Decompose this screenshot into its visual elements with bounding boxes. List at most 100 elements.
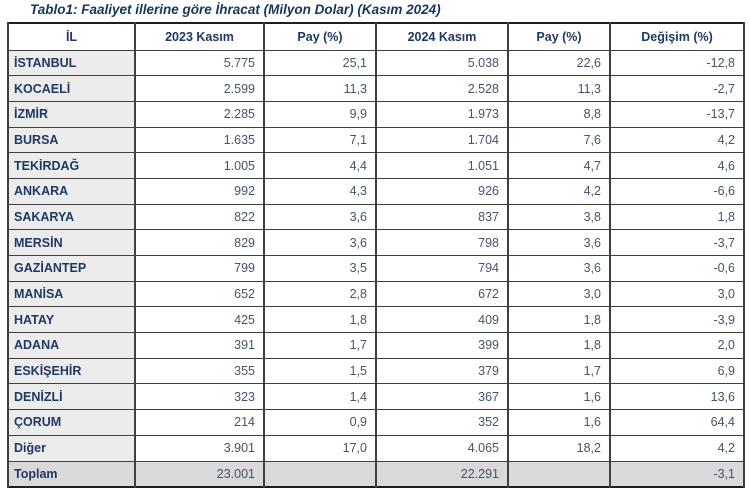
value-cell: 794 [375, 255, 509, 282]
table-row: GAZİANTEP 799 3,5 794 3,6 -0,6 [7, 255, 745, 282]
province-cell: SAKARYA [7, 203, 136, 231]
value-cell: 652 [134, 280, 265, 308]
value-cell: 4,4 [263, 152, 377, 179]
value-cell: 18,2 [507, 434, 611, 462]
header-2024-kasim: 2024 Kasım [375, 22, 509, 51]
value-cell: 391 [134, 332, 265, 359]
value-cell: 214 [134, 409, 265, 436]
value-cell: -3,7 [609, 229, 745, 256]
value-cell: 1,8 [507, 306, 611, 334]
value-cell: 367 [375, 383, 509, 411]
value-cell: 17,0 [263, 434, 377, 462]
total-row: Toplam 23.001 22.291 -3,1 [7, 460, 745, 488]
value-cell: 409 [375, 306, 509, 334]
value-cell: 1.704 [375, 126, 509, 154]
header-pay-2023: Pay (%) [263, 22, 377, 51]
value-cell: 926 [375, 177, 509, 205]
table-title: Tablo1: Faaliyet illerine göre İhracat (… [30, 2, 441, 17]
value-cell: 23.001 [134, 460, 265, 488]
province-cell: Diğer [7, 434, 136, 462]
value-cell: 2.599 [134, 75, 265, 102]
value-cell: -3,1 [609, 460, 745, 488]
province-cell: GAZİANTEP [7, 255, 136, 282]
value-cell: 992 [134, 177, 265, 205]
table-row: İZMİR 2.285 9,9 1.973 8,8 -13,7 [7, 100, 745, 128]
value-cell: 3,6 [507, 229, 611, 256]
value-cell: 2.285 [134, 100, 265, 128]
value-cell: 4,6 [609, 152, 745, 179]
value-cell: 3,6 [263, 203, 377, 231]
value-cell: 7,1 [263, 126, 377, 154]
value-cell: 4,2 [609, 126, 745, 154]
header-degisim: Değişim (%) [609, 22, 745, 51]
value-cell: 3,6 [263, 229, 377, 256]
value-cell: 0,9 [263, 409, 377, 436]
total-label-cell: Toplam [7, 460, 136, 488]
value-cell: 1,8 [263, 306, 377, 334]
value-cell: -12,8 [609, 49, 745, 77]
value-cell: 672 [375, 280, 509, 308]
value-cell: 822 [134, 203, 265, 231]
value-cell: -3,9 [609, 306, 745, 334]
value-cell: 13,6 [609, 383, 745, 411]
table-row: KOCAELİ 2.599 11,3 2.528 11,3 -2,7 [7, 75, 745, 102]
value-cell: -0,6 [609, 255, 745, 282]
value-cell: 8,8 [507, 100, 611, 128]
value-cell: 1.005 [134, 152, 265, 179]
value-cell: 1.051 [375, 152, 509, 179]
value-cell: 323 [134, 383, 265, 411]
province-cell: BURSA [7, 126, 136, 154]
value-cell: 352 [375, 409, 509, 436]
province-cell: MERSİN [7, 229, 136, 256]
value-cell: 798 [375, 229, 509, 256]
value-cell: 379 [375, 357, 509, 385]
value-cell: 3,0 [609, 280, 745, 308]
header-2023-kasim: 2023 Kasım [134, 22, 265, 51]
value-cell: 11,3 [507, 75, 611, 102]
value-cell: 7,6 [507, 126, 611, 154]
value-cell: 837 [375, 203, 509, 231]
value-cell: 1,5 [263, 357, 377, 385]
value-cell: 1,8 [609, 203, 745, 231]
table-row: ANKARA 992 4,3 926 4,2 -6,6 [7, 177, 745, 205]
value-cell: 22,6 [507, 49, 611, 77]
table-row: MANİSA 652 2,8 672 3,0 3,0 [7, 280, 745, 308]
value-cell: -13,7 [609, 100, 745, 128]
export-table: İL 2023 Kasım Pay (%) 2024 Kasım Pay (%)… [7, 22, 745, 488]
value-cell: 9,9 [263, 100, 377, 128]
value-cell: 399 [375, 332, 509, 359]
table-row: ESKİŞEHİR 355 1,5 379 1,7 6,9 [7, 357, 745, 385]
value-cell: 1,4 [263, 383, 377, 411]
province-cell: DENİZLİ [7, 383, 136, 411]
value-cell: 1,6 [507, 409, 611, 436]
value-cell: 3.901 [134, 434, 265, 462]
table-row: DENİZLİ 323 1,4 367 1,6 13,6 [7, 383, 745, 411]
value-cell: 5.775 [134, 49, 265, 77]
value-cell: 1,8 [507, 332, 611, 359]
province-cell: İSTANBUL [7, 49, 136, 77]
value-cell: 5.038 [375, 49, 509, 77]
province-cell: ANKARA [7, 177, 136, 205]
province-cell: HATAY [7, 306, 136, 334]
value-cell: 4,7 [507, 152, 611, 179]
value-cell: 2,0 [609, 332, 745, 359]
province-cell: TEKİRDAĞ [7, 152, 136, 179]
province-cell: KOCAELİ [7, 75, 136, 102]
value-cell: 11,3 [263, 75, 377, 102]
value-cell: 829 [134, 229, 265, 256]
value-cell: 1,6 [507, 383, 611, 411]
value-cell: 4.065 [375, 434, 509, 462]
value-cell: 64,4 [609, 409, 745, 436]
value-cell: 1.973 [375, 100, 509, 128]
value-cell: 355 [134, 357, 265, 385]
table-row: SAKARYA 822 3,6 837 3,8 1,8 [7, 203, 745, 231]
province-cell: MANİSA [7, 280, 136, 308]
value-cell: 2,8 [263, 280, 377, 308]
value-cell: -6,6 [609, 177, 745, 205]
value-cell: 4,3 [263, 177, 377, 205]
value-cell: 6,9 [609, 357, 745, 385]
value-cell [507, 460, 611, 488]
header-row: İL 2023 Kasım Pay (%) 2024 Kasım Pay (%)… [7, 22, 745, 51]
table-row: BURSA 1.635 7,1 1.704 7,6 4,2 [7, 126, 745, 154]
